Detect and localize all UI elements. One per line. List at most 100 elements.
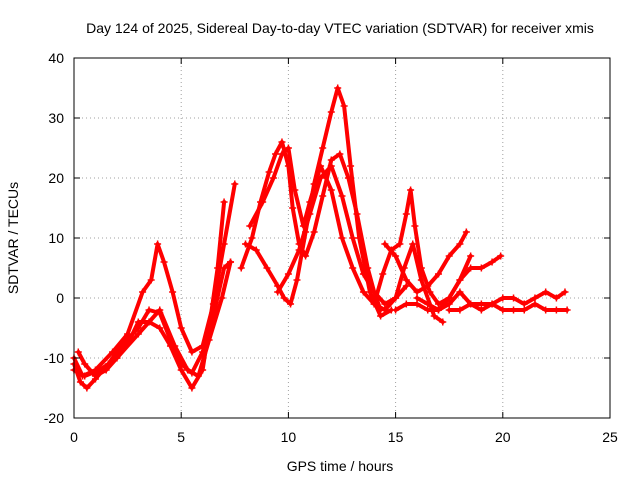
data-point bbox=[113, 354, 121, 362]
data-point bbox=[278, 150, 286, 158]
data-point bbox=[477, 306, 485, 314]
data-point bbox=[370, 300, 378, 308]
y-tick-label: 0 bbox=[56, 290, 64, 306]
data-point bbox=[477, 264, 485, 272]
data-point bbox=[81, 360, 89, 368]
data-point bbox=[359, 270, 367, 278]
x-tick-label: 25 bbox=[602, 429, 618, 445]
data-point bbox=[561, 288, 569, 296]
data-point bbox=[402, 282, 410, 290]
data-point bbox=[563, 306, 571, 314]
data-point bbox=[134, 330, 142, 338]
y-tick-label: 30 bbox=[48, 110, 64, 126]
data-point bbox=[227, 258, 235, 266]
data-point bbox=[317, 174, 325, 182]
data-point bbox=[83, 384, 91, 392]
data-point bbox=[392, 294, 400, 302]
data-point bbox=[74, 348, 82, 356]
data-point bbox=[177, 366, 185, 374]
data-point bbox=[145, 306, 153, 314]
data-point bbox=[96, 366, 104, 374]
data-point bbox=[246, 222, 254, 230]
data-point bbox=[392, 306, 400, 314]
y-tick-label: 10 bbox=[48, 230, 64, 246]
axis-ticks: 0 5 10 15 20 25 -20 -10 0 10 20 30 40 bbox=[44, 50, 618, 445]
data-point bbox=[462, 228, 470, 236]
data-point bbox=[319, 144, 327, 152]
data-point bbox=[327, 186, 335, 194]
data-point bbox=[439, 318, 447, 326]
data-point bbox=[134, 318, 142, 326]
data-point bbox=[413, 300, 421, 308]
data-point bbox=[310, 228, 318, 236]
data-point bbox=[338, 192, 346, 200]
data-point bbox=[531, 300, 539, 308]
data-point bbox=[552, 306, 560, 314]
data-point bbox=[274, 288, 282, 296]
data-point bbox=[402, 276, 410, 284]
data-point bbox=[188, 348, 196, 356]
data-point bbox=[379, 270, 387, 278]
data-point bbox=[280, 294, 288, 302]
data-point bbox=[467, 264, 475, 272]
data-point bbox=[381, 240, 389, 248]
data-point bbox=[355, 234, 363, 242]
data-point bbox=[156, 306, 164, 314]
x-tick-label: 20 bbox=[495, 429, 511, 445]
data-point bbox=[284, 270, 292, 278]
data-point bbox=[160, 258, 168, 266]
data-point bbox=[220, 198, 228, 206]
data-point bbox=[287, 300, 295, 308]
data-point bbox=[76, 378, 84, 386]
data-point bbox=[413, 288, 421, 296]
data-point bbox=[424, 282, 432, 290]
data-point bbox=[531, 294, 539, 302]
data-point bbox=[218, 294, 226, 302]
data-point bbox=[456, 240, 464, 248]
data-point bbox=[426, 288, 434, 296]
data-point bbox=[278, 138, 286, 146]
data-point bbox=[259, 198, 267, 206]
data-point bbox=[445, 300, 453, 308]
data-point bbox=[424, 300, 432, 308]
data-point bbox=[338, 234, 346, 242]
data-point bbox=[263, 264, 271, 272]
data-point bbox=[306, 210, 314, 218]
series-track-4 bbox=[72, 260, 233, 378]
data-point bbox=[154, 240, 162, 248]
data-point bbox=[327, 162, 335, 170]
data-point bbox=[520, 306, 528, 314]
data-point bbox=[434, 300, 442, 308]
series-layer bbox=[70, 84, 571, 392]
data-point bbox=[188, 384, 196, 392]
data-point bbox=[252, 246, 260, 254]
y-tick-label: -10 bbox=[44, 350, 64, 366]
data-point bbox=[424, 306, 432, 314]
data-point bbox=[205, 336, 213, 344]
data-point bbox=[349, 234, 357, 242]
data-point bbox=[284, 144, 292, 152]
data-point bbox=[291, 186, 299, 194]
data-point bbox=[319, 192, 327, 200]
data-point bbox=[265, 168, 273, 176]
data-point bbox=[272, 150, 280, 158]
data-point bbox=[194, 372, 202, 380]
data-point bbox=[109, 348, 117, 356]
data-point bbox=[327, 108, 335, 116]
data-point bbox=[413, 294, 421, 302]
data-point bbox=[417, 264, 425, 272]
data-point bbox=[456, 288, 464, 296]
data-point bbox=[340, 102, 348, 110]
data-point bbox=[171, 342, 179, 350]
data-point bbox=[289, 204, 297, 212]
data-point bbox=[407, 186, 415, 194]
x-tick-label: 15 bbox=[388, 429, 404, 445]
data-point bbox=[293, 276, 301, 284]
data-point bbox=[269, 174, 277, 182]
data-point bbox=[156, 324, 164, 332]
series-track-13 bbox=[447, 302, 570, 312]
data-point bbox=[392, 252, 400, 260]
data-point bbox=[552, 294, 560, 302]
data-point bbox=[402, 210, 410, 218]
